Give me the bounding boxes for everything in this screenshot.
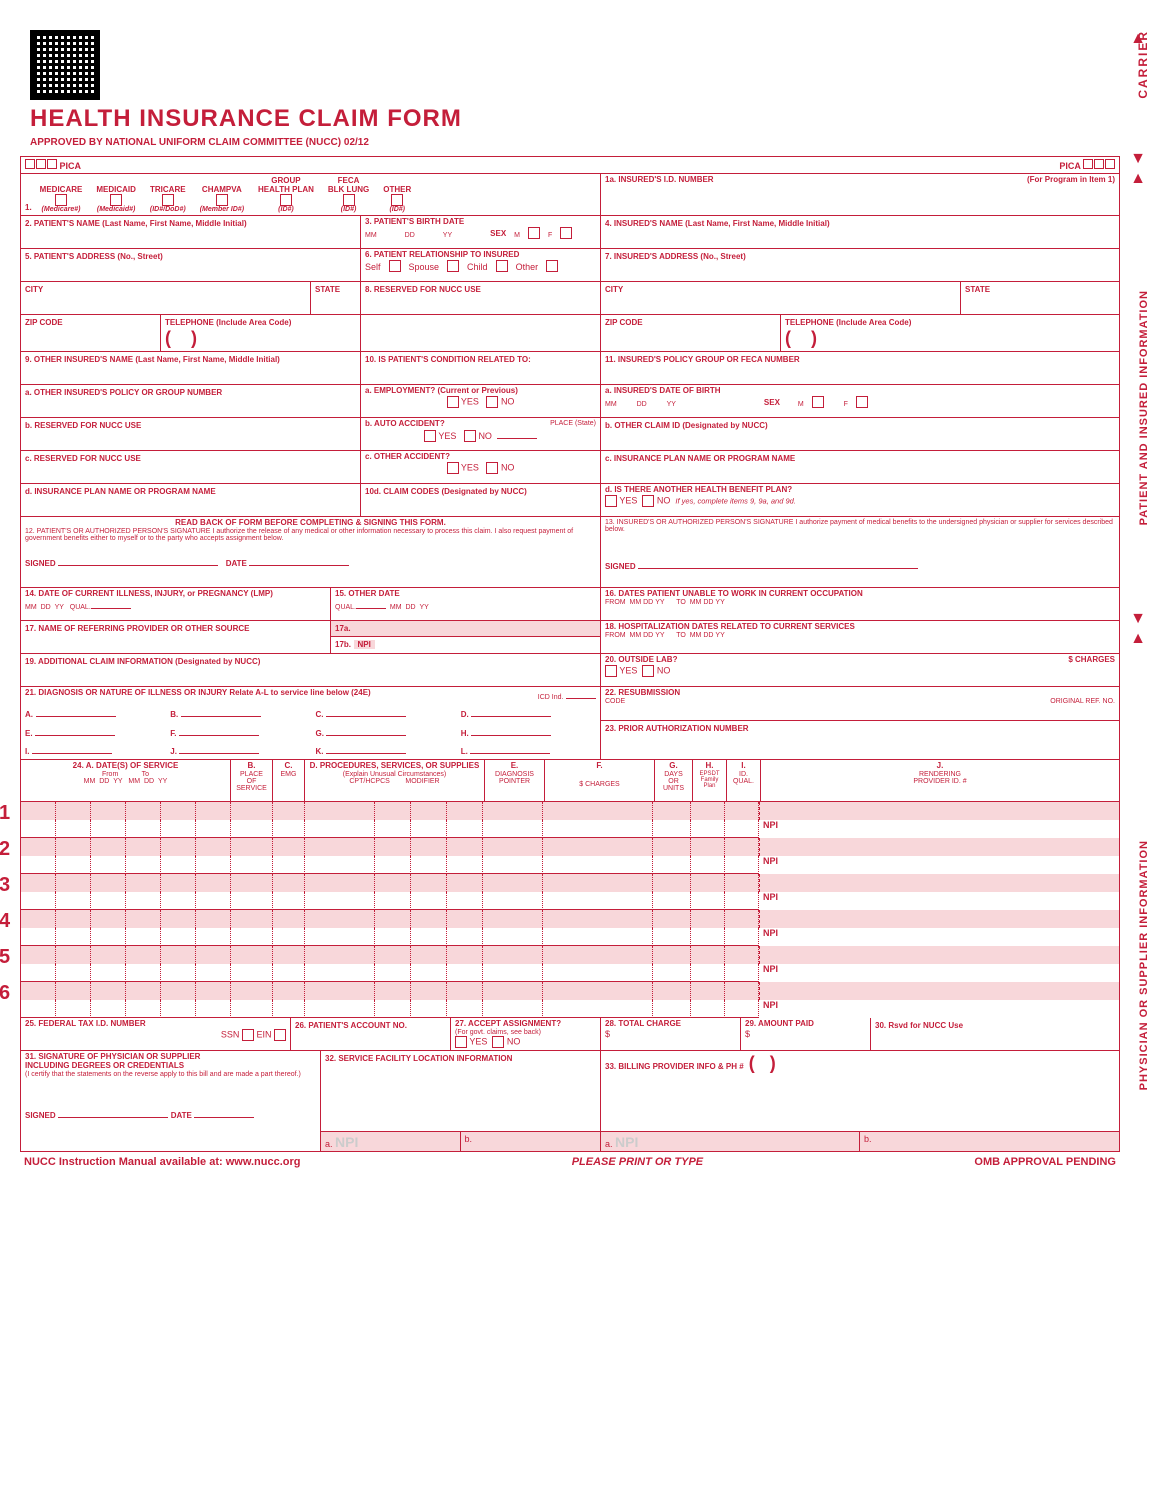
qr-code	[30, 30, 100, 100]
box-8: 8. RESERVED FOR NUCC USE	[365, 285, 481, 294]
arrow-icon: ▼	[1130, 150, 1146, 168]
service-line-6[interactable]: 6NPI	[21, 982, 1119, 1018]
champva-checkbox[interactable]	[216, 194, 228, 206]
emp-yes[interactable]	[447, 396, 459, 408]
emp-no[interactable]	[486, 396, 498, 408]
box-4: 4. INSURED'S NAME (Last Name, First Name…	[605, 219, 830, 228]
rel-child[interactable]	[496, 260, 508, 272]
service-line-3[interactable]: 3NPI	[21, 874, 1119, 910]
service-line-1[interactable]: 1NPI	[21, 802, 1119, 838]
footer-right: OMB APPROVAL PENDING	[974, 1156, 1116, 1168]
patient-city: CITY	[25, 285, 43, 294]
box-5: 5. PATIENT'S ADDRESS (No., Street)	[25, 252, 163, 261]
signature-12[interactable]	[58, 556, 218, 566]
diagnosis-D[interactable]: D.	[461, 707, 596, 720]
box-10: 10. IS PATIENT'S CONDITION RELATED TO:	[365, 355, 531, 364]
tricare-checkbox[interactable]	[162, 194, 174, 206]
box-3: 3. PATIENT'S BIRTH DATE MM DD YY SEX M F	[361, 216, 601, 248]
other-checkbox[interactable]	[391, 194, 403, 206]
patient-side-label: PATIENT AND INSURED INFORMATION	[1138, 290, 1150, 525]
box-1a: 1a. INSURED'S I.D. NUMBER(For Program in…	[601, 174, 1119, 215]
medicare-checkbox[interactable]	[55, 194, 67, 206]
pica-right: PICA	[1059, 161, 1080, 171]
diagnosis-H[interactable]: H.	[461, 726, 596, 739]
rel-other[interactable]	[546, 260, 558, 272]
diagnosis-G[interactable]: G.	[316, 726, 451, 739]
patient-state: STATE	[315, 285, 340, 294]
box-21: 21. DIAGNOSIS OR NATURE OF ILLNESS OR IN…	[21, 687, 601, 759]
rel-self[interactable]	[389, 260, 401, 272]
physician-side-label: PHYSICIAN OR SUPPLIER INFORMATION	[1138, 840, 1150, 1090]
medicaid-checkbox[interactable]	[110, 194, 122, 206]
diagnosis-I[interactable]: I.	[25, 744, 160, 757]
insured-state: STATE	[965, 285, 990, 294]
insured-city: CITY	[605, 285, 623, 294]
patient-zip: ZIP CODE	[25, 318, 63, 327]
box-1: 1. MEDICARE(Medicare#) MEDICAID(Medicaid…	[21, 174, 601, 215]
form-title: HEALTH INSURANCE CLAIM FORM	[30, 105, 1120, 133]
diagnosis-J[interactable]: J.	[170, 744, 305, 757]
sex-m-checkbox[interactable]	[528, 227, 540, 239]
footer-left: NUCC Instruction Manual available at: ww…	[24, 1156, 300, 1168]
service-line-4[interactable]: 4NPI	[21, 910, 1119, 946]
rel-spouse[interactable]	[447, 260, 459, 272]
form-subtitle: APPROVED BY NATIONAL UNIFORM CLAIM COMMI…	[30, 137, 1120, 148]
sex-f-checkbox[interactable]	[560, 227, 572, 239]
box-7: 7. INSURED'S ADDRESS (No., Street)	[605, 252, 746, 261]
diagnosis-K[interactable]: K.	[316, 744, 451, 757]
box-2: 2. PATIENT'S NAME (Last Name, First Name…	[25, 219, 247, 228]
claim-form: PICA PICA 1. MEDICARE(Medicare#) MEDICAI…	[20, 156, 1120, 1152]
arrow-icon: ▲	[1130, 170, 1146, 188]
box-11: 11. INSURED'S POLICY GROUP OR FECA NUMBE…	[605, 355, 800, 364]
arrow-icon: ▼	[1130, 610, 1146, 628]
diagnosis-L[interactable]: L.	[461, 744, 596, 757]
box-6: 6. PATIENT RELATIONSHIP TO INSURED Self …	[361, 249, 601, 281]
feca-checkbox[interactable]	[343, 194, 355, 206]
diagnosis-E[interactable]: E.	[25, 726, 160, 739]
diagnosis-F[interactable]: F.	[170, 726, 305, 739]
group-checkbox[interactable]	[280, 194, 292, 206]
signature-13[interactable]	[638, 559, 918, 569]
diagnosis-C[interactable]: C.	[316, 707, 451, 720]
pica-left: PICA	[60, 161, 82, 171]
phone-parens: ( )	[165, 328, 356, 349]
diagnosis-B[interactable]: B.	[170, 707, 305, 720]
box-9: 9. OTHER INSURED'S NAME (Last Name, Firs…	[25, 355, 280, 364]
footer-center: PLEASE PRINT OR TYPE	[572, 1156, 703, 1168]
arrow-icon: ▲	[1130, 30, 1146, 48]
service-line-5[interactable]: 5NPI	[21, 946, 1119, 982]
diagnosis-A[interactable]: A.	[25, 707, 160, 720]
service-line-2[interactable]: 2NPI	[21, 838, 1119, 874]
arrow-icon: ▲	[1130, 630, 1146, 648]
insured-zip: ZIP CODE	[605, 318, 643, 327]
